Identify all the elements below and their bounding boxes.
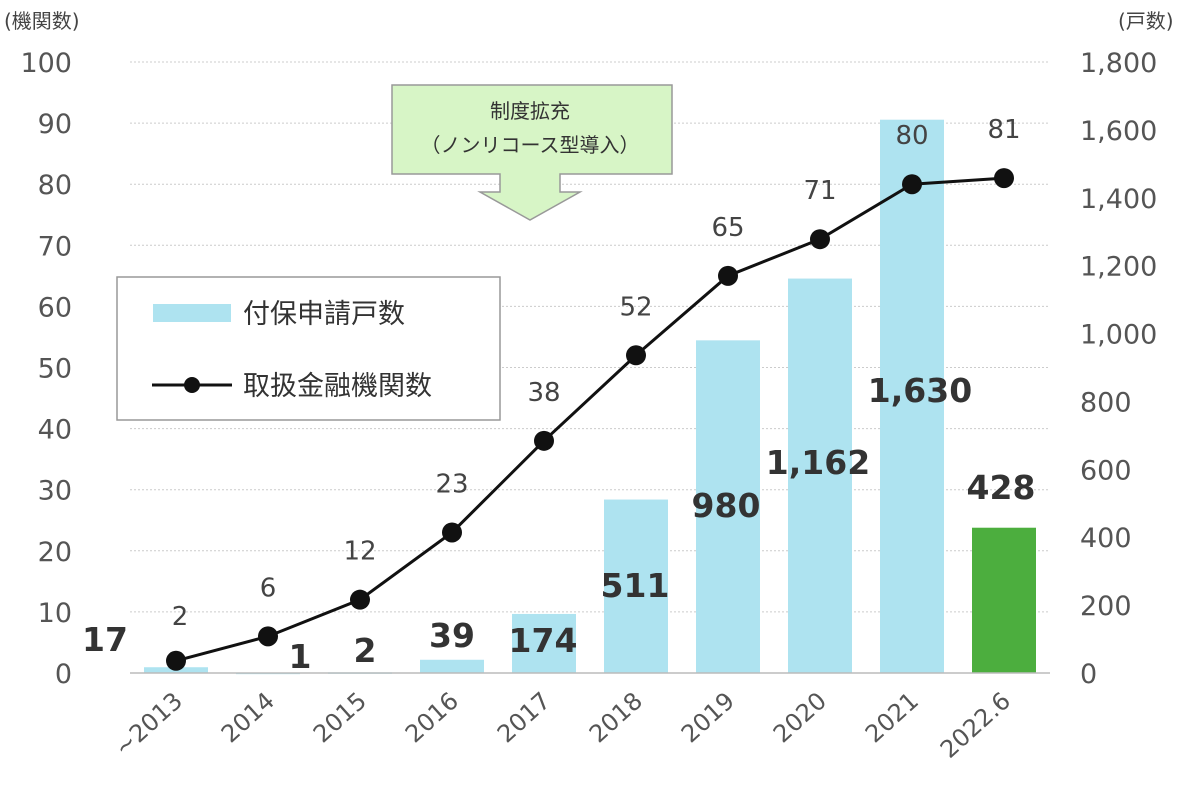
line-marker — [626, 345, 646, 366]
line-value-label: 6 — [260, 573, 277, 603]
x-tick-label: 2021 — [860, 687, 924, 749]
bar-value-label: 17 — [82, 620, 128, 659]
bar-value-label: 2 — [354, 631, 377, 670]
line-marker — [258, 626, 278, 647]
right-tick-label: 800 — [1080, 387, 1132, 418]
line-marker — [350, 589, 370, 610]
legend: 付保申請戸数 取扱金融機関数 — [116, 276, 501, 421]
line-marker — [166, 650, 186, 671]
line-marker — [994, 168, 1014, 189]
gridlines — [130, 61, 1050, 613]
x-tick-label: 2017 — [492, 687, 556, 749]
left-tick-label: 80 — [38, 170, 72, 201]
bar-value-label: 980 — [692, 486, 761, 525]
x-tick-label: 2019 — [676, 687, 740, 749]
line-value-label: 38 — [527, 378, 560, 408]
line-marker — [534, 430, 554, 451]
left-tick-label: 30 — [38, 476, 72, 507]
right-tick-label: 1,200 — [1080, 252, 1157, 283]
callout-annotation: 制度拡充 （ノンリコース型導入） — [391, 84, 673, 221]
bar-value-label: 428 — [967, 468, 1036, 507]
legend-bar-label: 付保申請戸数 — [243, 299, 405, 330]
bar — [512, 613, 576, 673]
line-series — [166, 168, 1014, 671]
left-axis-label: (機関数) — [4, 9, 80, 33]
x-tick-label: 2020 — [768, 687, 832, 749]
x-tick-label: 2022.6 — [935, 687, 1016, 764]
left-tick-label: 10 — [38, 598, 72, 629]
bar — [696, 340, 760, 673]
right-tick-label: 1,400 — [1080, 184, 1157, 215]
right-tick-label: 400 — [1080, 523, 1132, 554]
line-value-label: 12 — [343, 537, 376, 567]
left-tick-label: 20 — [38, 537, 72, 568]
legend-line-marker — [184, 377, 200, 393]
bar — [604, 499, 668, 673]
bar — [788, 278, 852, 673]
line-marker — [810, 229, 830, 250]
legend-line-label: 取扱金融機関数 — [243, 371, 432, 402]
line-marker — [902, 174, 922, 195]
line-marker — [718, 265, 738, 286]
line-value-label: 52 — [619, 292, 652, 322]
left-tick-label: 70 — [38, 231, 72, 262]
left-tick-label: 0 — [55, 659, 72, 690]
x-tick-label: ~2013 — [109, 687, 188, 762]
bar-value-label: 1 — [289, 637, 312, 676]
callout-line2: （ノンリコース型導入） — [421, 133, 640, 157]
left-tick-label: 50 — [38, 354, 72, 385]
bar — [880, 119, 944, 673]
line-path — [175, 176, 1005, 663]
data-labels: 17 1 2 39 1745119801,1621,630428261223385265… — [82, 115, 1035, 676]
line-value-label: 65 — [711, 213, 744, 243]
line-value-label: 81 — [987, 115, 1020, 145]
left-tick-label: 40 — [38, 415, 72, 446]
line-value-label: 80 — [895, 121, 928, 151]
right-tick-label: 0 — [1080, 659, 1097, 690]
right-tick-label: 1,000 — [1080, 320, 1157, 351]
left-tick-label: 60 — [38, 292, 72, 323]
left-tick-label: 90 — [38, 109, 72, 140]
line-value-label: 71 — [803, 176, 836, 206]
bar-value-label: 39 — [429, 616, 475, 655]
right-tick-label: 200 — [1080, 591, 1132, 622]
bar-value-label: 1,630 — [868, 371, 972, 410]
x-tick-label: 2016 — [400, 687, 464, 749]
bar — [972, 527, 1036, 673]
x-tick-label: 2015 — [308, 687, 372, 749]
callout-line1: 制度拡充 — [490, 99, 570, 123]
bar-value-label: 511 — [601, 566, 670, 605]
legend-bar-swatch — [153, 304, 231, 322]
x-tick-label: 2014 — [216, 687, 280, 749]
bar-value-label: 1,162 — [766, 443, 870, 482]
line-value-label: 23 — [435, 469, 468, 499]
x-tick-label: 2018 — [584, 687, 648, 749]
right-tick-label: 1,600 — [1080, 116, 1157, 147]
right-axis-label: (戸数) — [1118, 9, 1174, 33]
bar-value-label: 174 — [509, 621, 578, 660]
right-tick-label: 600 — [1080, 455, 1132, 486]
line-value-label: 2 — [172, 602, 189, 632]
line-marker — [442, 522, 462, 543]
bars — [144, 119, 1036, 675]
bar — [420, 659, 484, 673]
left-tick-label: 100 — [20, 48, 72, 79]
right-tick-label: 1,800 — [1080, 48, 1157, 79]
